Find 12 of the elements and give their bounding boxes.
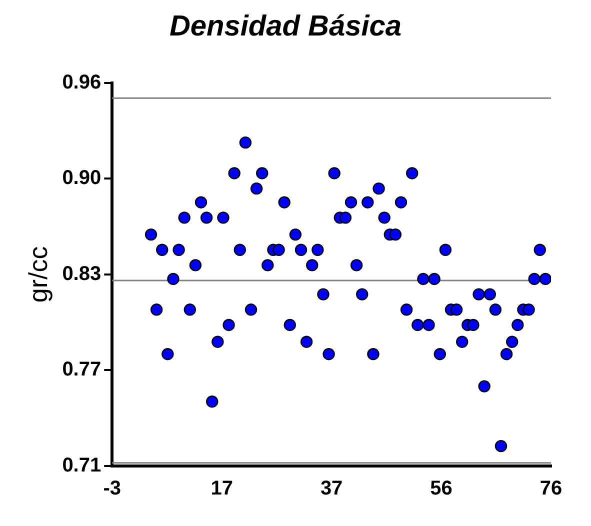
- x-tick-label: 76: [540, 478, 562, 500]
- y-tick-label: 0.71: [62, 454, 102, 477]
- x-tick-label: 56: [430, 478, 452, 500]
- y-tick-label: 0.90: [62, 167, 102, 190]
- x-tick-label: -3: [103, 478, 122, 500]
- chart-title: Densidad Básica: [169, 10, 402, 42]
- y-tick-label: 0.77: [62, 358, 102, 381]
- y-tick-label: 0.83: [62, 262, 102, 285]
- x-tick-label: 37: [320, 478, 343, 500]
- x-tick-label: 17: [210, 478, 233, 500]
- y-tick-label: 0.96: [62, 71, 102, 94]
- y-axis-title: gr/cc: [22, 246, 53, 303]
